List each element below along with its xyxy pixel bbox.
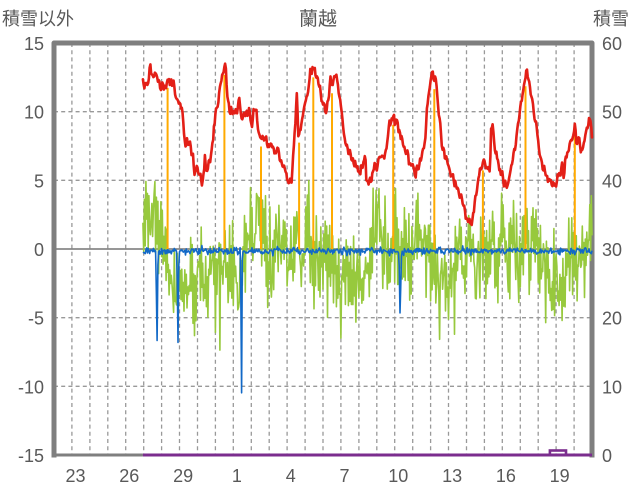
svg-text:16: 16 xyxy=(496,466,516,486)
svg-text:5: 5 xyxy=(34,171,44,191)
svg-text:4: 4 xyxy=(286,466,296,486)
svg-text:10: 10 xyxy=(24,103,44,123)
svg-text:10: 10 xyxy=(388,466,408,486)
svg-text:15: 15 xyxy=(24,34,44,54)
svg-text:0: 0 xyxy=(34,240,44,260)
svg-text:10: 10 xyxy=(602,377,622,397)
svg-text:30: 30 xyxy=(602,240,622,260)
svg-text:蘭越: 蘭越 xyxy=(299,8,337,30)
svg-text:20: 20 xyxy=(602,309,622,329)
svg-text:積雪: 積雪 xyxy=(593,9,629,29)
svg-text:40: 40 xyxy=(602,171,622,191)
svg-text:19: 19 xyxy=(550,466,570,486)
svg-text:-15: -15 xyxy=(18,446,44,466)
svg-text:23: 23 xyxy=(65,466,85,486)
svg-text:60: 60 xyxy=(602,34,622,54)
svg-text:1: 1 xyxy=(232,466,242,486)
svg-text:50: 50 xyxy=(602,103,622,123)
svg-text:0: 0 xyxy=(602,446,612,466)
svg-text:-5: -5 xyxy=(28,309,44,329)
svg-text:積雪以外: 積雪以外 xyxy=(2,9,74,29)
svg-text:13: 13 xyxy=(442,466,462,486)
svg-text:-10: -10 xyxy=(18,377,44,397)
svg-text:7: 7 xyxy=(339,466,349,486)
svg-text:26: 26 xyxy=(119,466,139,486)
svg-text:29: 29 xyxy=(173,466,193,486)
